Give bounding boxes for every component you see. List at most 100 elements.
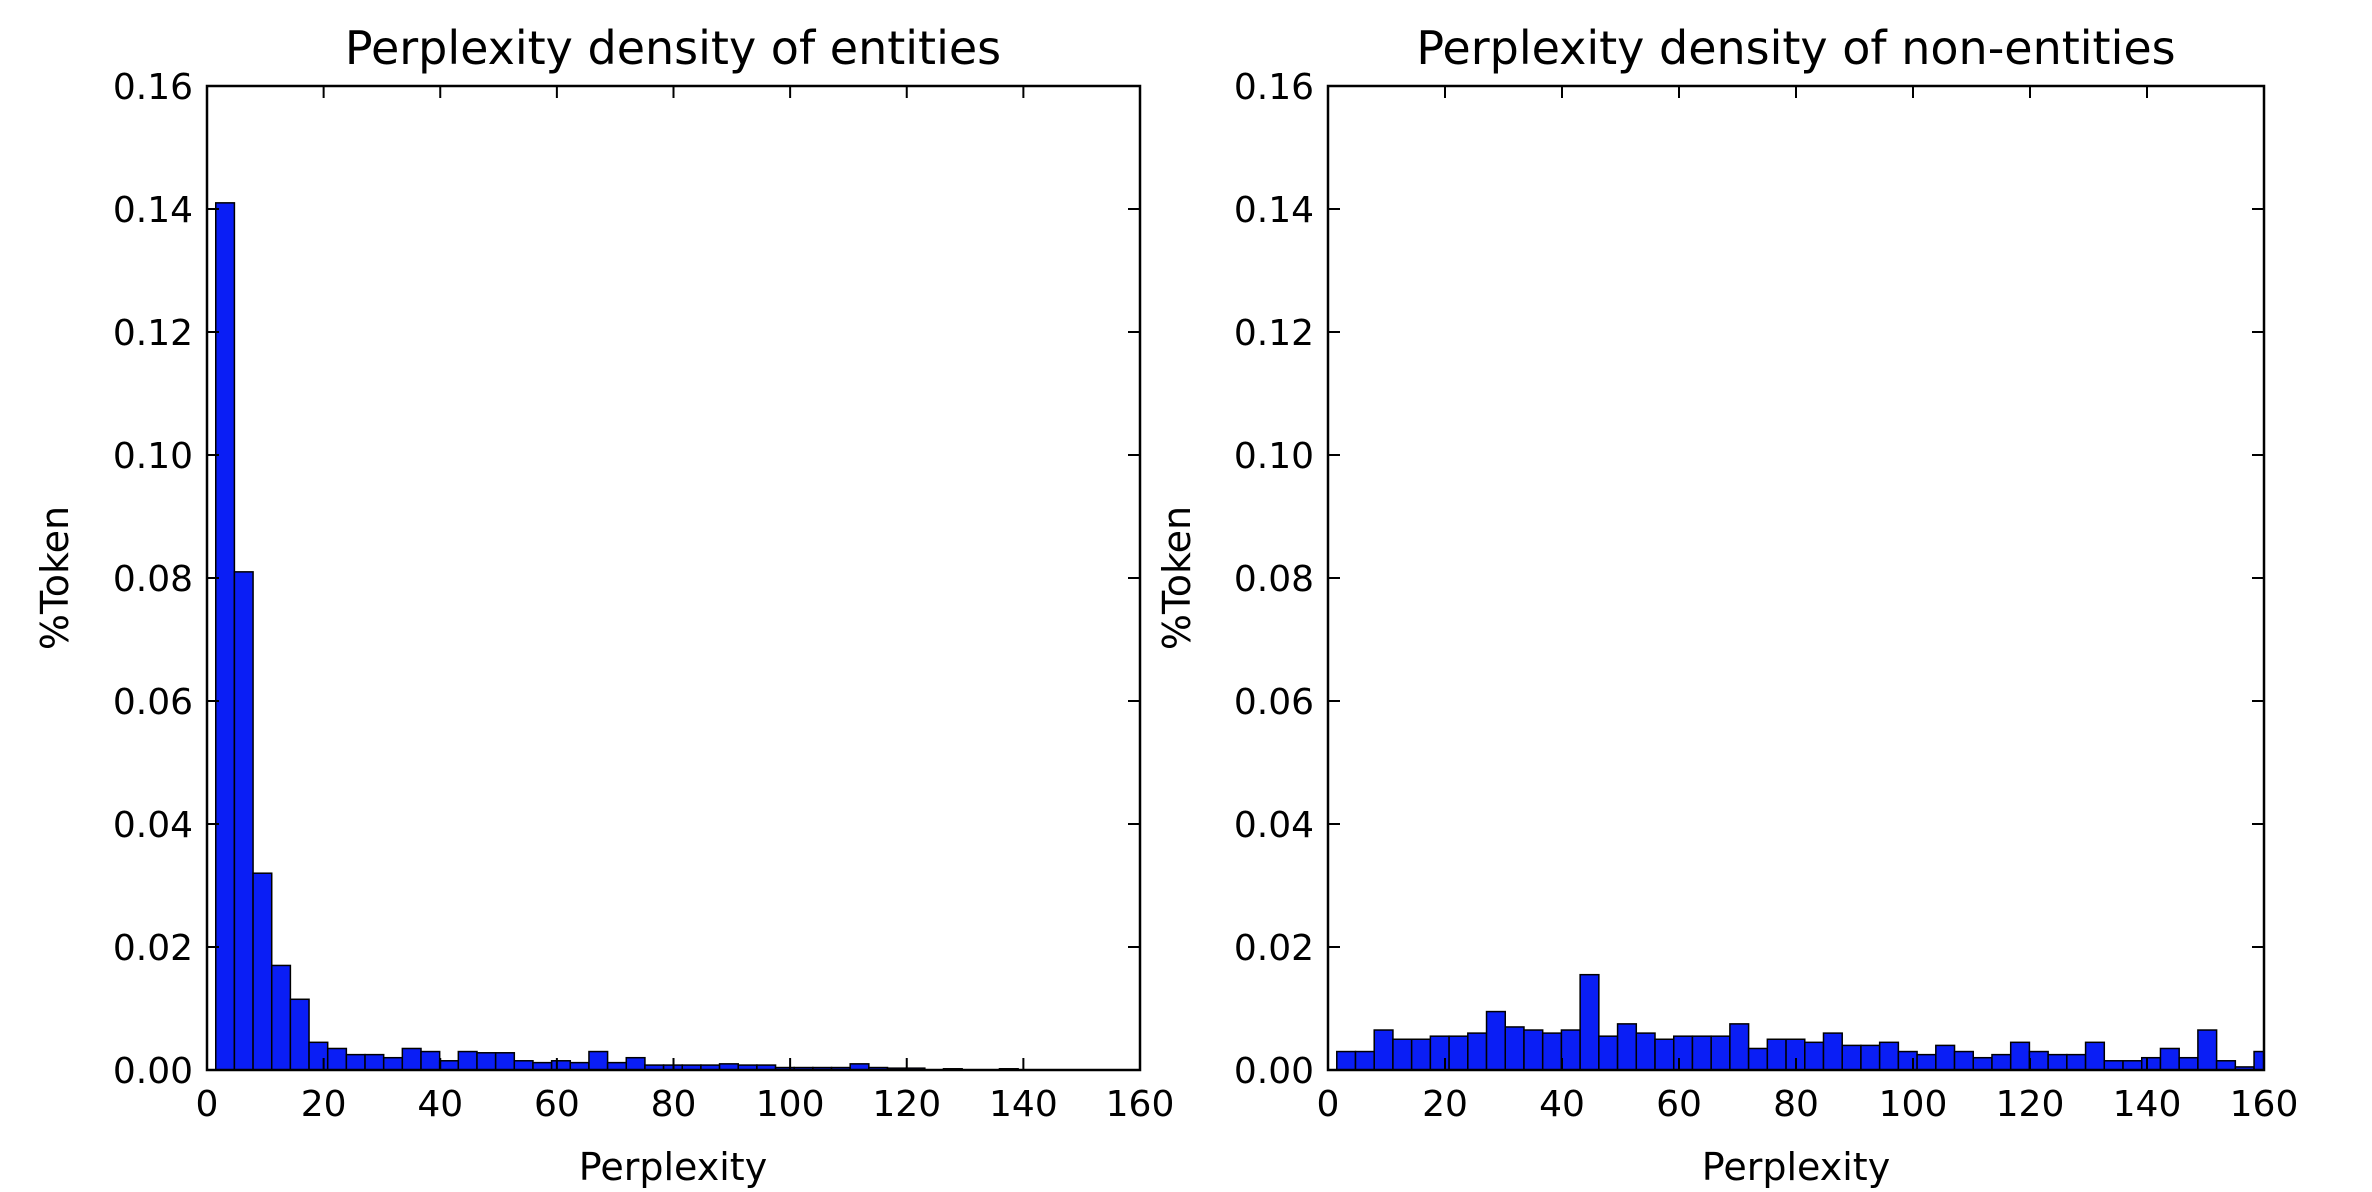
x-tick-label: 120	[872, 1084, 941, 1125]
bars-group	[1336, 973, 2265, 1071]
histogram-bar	[1878, 1041, 1900, 1071]
histogram-bar	[1410, 1038, 1432, 1071]
y-tick-label: 0.02	[113, 928, 193, 969]
y-tick-label: 0.08	[1234, 559, 1314, 600]
y-tick-label: 0.00	[1234, 1051, 1314, 1092]
histogram-bar	[1523, 1029, 1544, 1071]
x-tick-label: 0	[196, 1084, 219, 1125]
x-tick-label: 60	[1656, 1084, 1702, 1125]
histogram-bar	[308, 1041, 329, 1071]
histogram-bar	[1841, 1044, 1862, 1071]
y-tick-label: 0.14	[113, 190, 193, 231]
histogram-bar	[1392, 1038, 1413, 1071]
histogram-bar	[1860, 1044, 1881, 1071]
histogram-bar	[2215, 1060, 2237, 1071]
histogram-bar	[1897, 1050, 1918, 1071]
histogram-bar	[2178, 1056, 2199, 1071]
histogram-bar	[364, 1053, 385, 1071]
bars-group	[214, 202, 1019, 1071]
y-tick-label: 0.14	[1234, 190, 1314, 231]
histogram-bar	[1336, 1050, 1357, 1071]
histogram-bar	[1373, 1029, 1394, 1071]
x-tick-label: 80	[651, 1084, 697, 1125]
histogram-bar	[1448, 1035, 1469, 1071]
y-tick-label: 0.04	[113, 805, 193, 846]
chart-title: Perplexity density of entities	[345, 21, 1001, 75]
histogram-bar	[1729, 1023, 1750, 1071]
y-tick-label: 0.16	[1234, 67, 1314, 108]
histogram-bar	[1710, 1035, 1731, 1071]
y-tick-label: 0.00	[113, 1051, 193, 1092]
histogram-bar	[1541, 1032, 1563, 1071]
y-tick-label: 0.06	[113, 682, 193, 723]
chart-title: Perplexity density of non-entities	[1416, 21, 2175, 75]
histogram-bar	[1429, 1035, 1450, 1071]
histogram-bar	[2084, 1041, 2106, 1071]
x-tick-label: 120	[1996, 1084, 2065, 1125]
x-axis-label: Perplexity	[1702, 1145, 1890, 1189]
histogram-bar	[2140, 1056, 2162, 1071]
histogram-bar	[289, 998, 310, 1071]
histogram-bar	[1747, 1047, 1769, 1071]
histogram-bar	[513, 1060, 534, 1071]
histogram-bar	[550, 1060, 572, 1071]
histogram-bar	[1560, 1029, 1581, 1071]
panel-entities: Perplexity density of entities 0 20 40 60 80…	[33, 21, 1174, 1189]
histogram-bar	[1991, 1053, 2012, 1071]
histogram-bar	[1598, 1035, 1619, 1071]
x-tick-label: 140	[989, 1084, 1058, 1125]
histogram-bar	[1504, 1026, 1525, 1071]
histogram-bar	[2103, 1060, 2124, 1071]
histogram-bar	[588, 1050, 609, 1071]
histogram-bar	[2159, 1047, 2180, 1071]
histogram-bar	[1935, 1044, 1956, 1071]
histogram-bar	[1972, 1056, 1993, 1071]
x-axis-label: Perplexity	[579, 1145, 767, 1189]
histogram-bar	[1654, 1038, 1675, 1071]
histogram-bar	[270, 964, 292, 1071]
histogram-bar	[2253, 1050, 2265, 1071]
histogram-bar	[1953, 1050, 1975, 1071]
histogram-bar	[1822, 1032, 1843, 1071]
histogram-bar	[233, 571, 254, 1071]
histogram-bar	[1354, 1050, 1375, 1071]
histogram-bar	[1467, 1032, 1488, 1071]
histogram-bar	[345, 1053, 366, 1071]
histogram-bar	[382, 1056, 404, 1071]
histogram-bar	[2028, 1050, 2049, 1071]
histogram-bar	[1804, 1041, 1825, 1071]
histogram-bar	[326, 1047, 348, 1071]
x-tick-label: 60	[534, 1084, 580, 1125]
ticks-group: 0 20 40 60 80 100 120 140 160 0.00 0.02 0.04 0.06 0.0…	[1234, 67, 2299, 1125]
histogram-bar	[2009, 1041, 2031, 1071]
y-axis-label: %Token	[33, 506, 77, 650]
x-tick-label: 40	[1539, 1084, 1585, 1125]
y-tick-label: 0.08	[113, 559, 193, 600]
histogram-bar	[1635, 1032, 1656, 1071]
x-tick-label: 140	[2113, 1084, 2182, 1125]
histogram-bar	[2122, 1060, 2143, 1071]
histogram-bar	[476, 1052, 497, 1071]
y-tick-label: 0.10	[1234, 436, 1314, 477]
histogram-bar	[1616, 1023, 1638, 1071]
histogram-bar	[401, 1047, 422, 1071]
y-tick-label: 0.10	[113, 436, 193, 477]
histogram-bar	[1485, 1010, 1507, 1071]
histogram-bar	[420, 1050, 441, 1071]
histogram-bar	[2047, 1053, 2068, 1071]
histogram-bar	[1916, 1053, 1937, 1071]
y-tick-label: 0.02	[1234, 928, 1314, 969]
histogram-bar	[625, 1056, 646, 1071]
histogram-bar	[2066, 1053, 2087, 1071]
histogram-bar	[457, 1050, 478, 1071]
x-tick-label: 100	[1879, 1084, 1948, 1125]
x-tick-label: 80	[1773, 1084, 1819, 1125]
y-tick-label: 0.04	[1234, 805, 1314, 846]
x-tick-label: 160	[2230, 1084, 2299, 1125]
plot-frame	[1326, 84, 2266, 1072]
y-axis-label: %Token	[1155, 506, 1199, 650]
ticks-group: 0 20 40 60 80 100 120 140 160 0.00 0.02 0.04 0.06 0.0…	[113, 67, 1175, 1125]
plot-frame	[205, 84, 1142, 1072]
y-tick-label: 0.06	[1234, 682, 1314, 723]
